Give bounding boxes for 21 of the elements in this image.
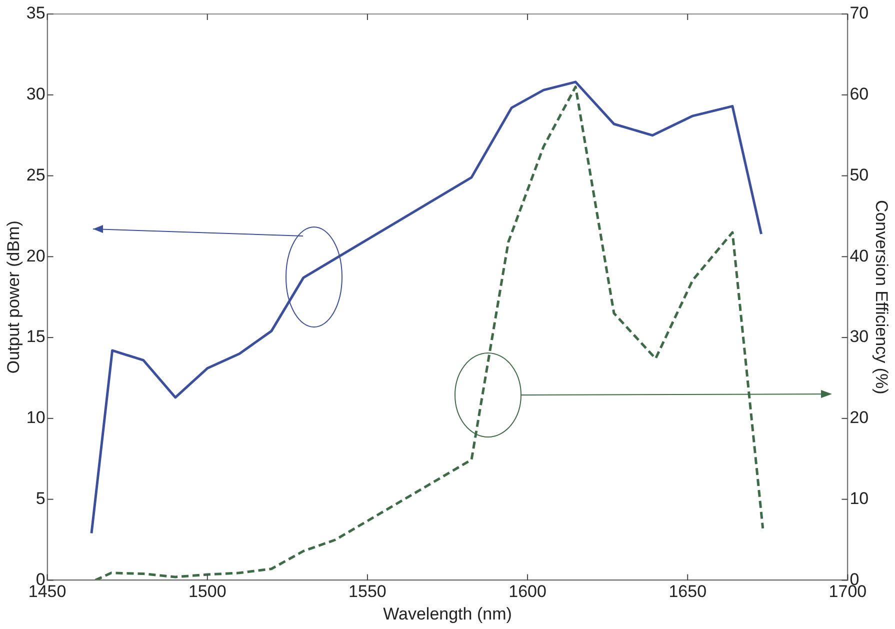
y-tick-label: 15 (26, 327, 46, 346)
y2-tick-label: 10 (850, 489, 869, 508)
y-tick-label: 20 (26, 246, 46, 266)
y2-axis-title: Conversion Efficiency (%) (872, 200, 892, 394)
x-axis-title: Wavelength (nm) (383, 604, 512, 624)
x-tick-label: 1600 (508, 582, 546, 602)
y-tick-label: 30 (26, 84, 46, 104)
y2-tick-label: 20 (850, 408, 869, 428)
y-tick-label: 35 (26, 4, 46, 23)
y-tick-label: 25 (26, 165, 46, 184)
y2-tick-label: 60 (850, 84, 869, 104)
y-tick-label: 10 (26, 408, 46, 428)
y2-tick-label: 70 (850, 4, 869, 23)
y-axis-title: Output power (dBm) (4, 220, 23, 374)
x-tick-label: 1500 (188, 582, 226, 602)
x-tick-label: 1550 (348, 582, 386, 602)
y-tick-label: 5 (36, 489, 46, 508)
y2-tick-label: 30 (850, 327, 869, 346)
x-tick-label: 1650 (668, 582, 707, 602)
y2-tick-label: 50 (850, 165, 869, 184)
y2-tick-label: 40 (850, 246, 869, 266)
